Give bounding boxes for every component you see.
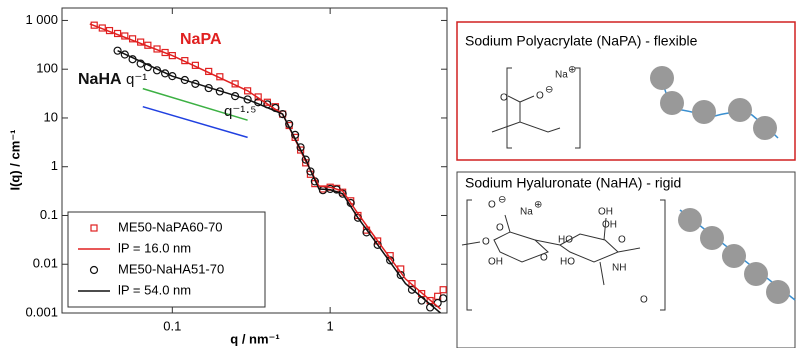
y-tick-label: 1 (51, 158, 58, 173)
data-point (243, 95, 252, 104)
charge: ⊕ (568, 65, 576, 76)
annotation: q⁻¹ (126, 71, 147, 88)
y-tick-label: 100 (36, 61, 58, 76)
legend-label: lP = 16.0 nm (118, 240, 191, 255)
charge: ⊖ (498, 195, 506, 206)
y-axis-label: I(q) / cm⁻¹ (7, 129, 22, 190)
x-tick-label: 1 (327, 318, 334, 333)
atom-label: OH (602, 220, 617, 231)
data-point (161, 48, 169, 57)
data-point (180, 75, 189, 85)
atom-label: O (496, 223, 504, 234)
y-tick-label: 0.001 (25, 304, 58, 319)
panel-title: Sodium Polyacrylate (NaPA) - flexible (465, 33, 698, 49)
data-point (439, 286, 447, 294)
data-point (301, 155, 310, 164)
data-point (407, 285, 417, 294)
data-point (168, 72, 177, 81)
data-point (278, 110, 287, 119)
atom-label: O (640, 295, 648, 306)
data-point (120, 50, 129, 59)
charge: ⊖ (545, 85, 553, 96)
data-point (439, 294, 447, 303)
atom-label: OH (598, 207, 613, 218)
legend-label: ME50-NaHA51-70 (118, 261, 224, 276)
panel-title: Sodium Hyaluronate (NaHA) - rigid (465, 175, 681, 191)
data-point (160, 69, 170, 78)
guide-line (142, 105, 248, 139)
data-point (306, 167, 315, 176)
atom-label: Na (555, 70, 568, 81)
annotation: NaHA (78, 71, 122, 88)
y-tick-label: 0.01 (33, 256, 58, 271)
charge: ⊕ (534, 200, 542, 211)
atom-label: O (488, 200, 496, 211)
legend-label: lP = 54.0 nm (118, 282, 191, 297)
data-point (113, 46, 122, 55)
plot-frame (61, 7, 448, 314)
atom-label: Na (520, 207, 533, 218)
atom-label: HO (560, 257, 575, 268)
atom-label: O (536, 91, 544, 102)
data-point (244, 87, 252, 95)
structure (491, 67, 581, 149)
atom-label: O (500, 93, 508, 104)
panel-frame (456, 21, 796, 161)
data-point (90, 224, 98, 232)
atom-label: NH (612, 263, 626, 274)
atom-label: OH (488, 257, 503, 268)
fit-line (117, 50, 441, 313)
atom-label: O (618, 235, 626, 246)
atom-label: HO (558, 235, 573, 246)
guide-line (142, 87, 248, 121)
y-tick-label: 1 000 (25, 12, 58, 27)
plot-area (89, 21, 447, 313)
chain-flexible (650, 66, 779, 140)
annotation: NaPA (180, 31, 222, 48)
data-point (89, 265, 99, 275)
data-point (168, 52, 176, 60)
fit-line (89, 23, 441, 310)
annotation: q⁻¹·⁵ (224, 103, 256, 120)
structure (461, 199, 666, 311)
atom-label: O (540, 253, 548, 264)
chain-rigid (678, 208, 796, 304)
legend-label: ME50-NaPA60-70 (118, 219, 223, 234)
y-tick-label: 0.1 (40, 207, 58, 222)
y-tick-label: 10 (44, 109, 58, 124)
atom-label: O (482, 237, 490, 248)
x-tick-label: 0.1 (163, 318, 181, 333)
x-axis-label: q / nm⁻¹ (230, 331, 279, 346)
data-point (254, 93, 262, 101)
